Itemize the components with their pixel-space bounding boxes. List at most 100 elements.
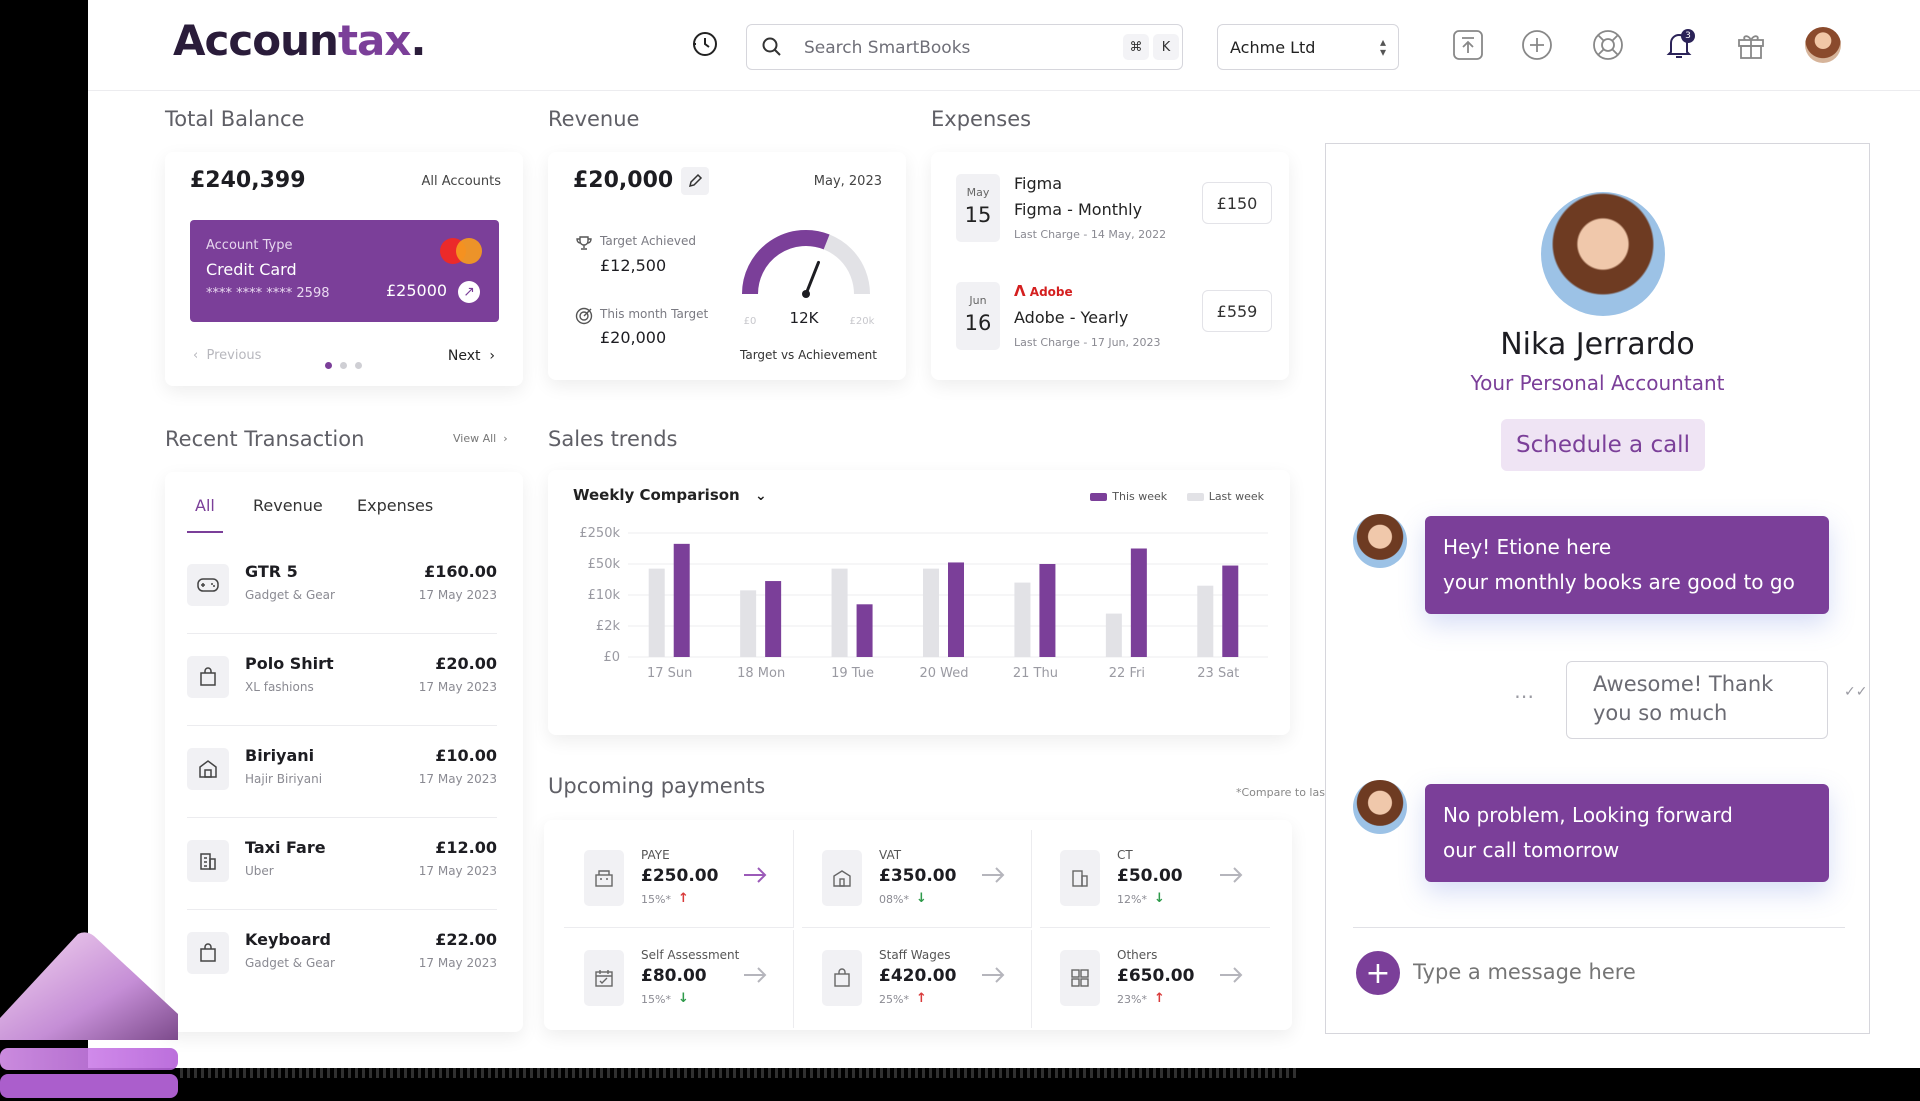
transaction-row[interactable]: Polo Shirt XL fashions £20.00 17 May 202…	[187, 634, 497, 726]
schedule-call-button[interactable]: Schedule a call	[1501, 419, 1705, 471]
gift-icon[interactable]	[1734, 28, 1768, 62]
payment-label: CT	[1117, 848, 1133, 862]
transaction-category: Uber	[245, 864, 274, 878]
arrow-right-icon[interactable]	[980, 866, 1006, 888]
transaction-date: 17 May 2023	[418, 680, 497, 694]
incoming-message: Hey! Etione here your monthly books are g…	[1425, 516, 1829, 614]
arrow-up-icon: ↑	[916, 991, 927, 1006]
y-tick-label: £50k	[588, 557, 621, 572]
transaction-date: 17 May 2023	[418, 864, 497, 878]
payment-value: £250.00	[641, 866, 719, 886]
building-icon	[1060, 850, 1100, 906]
sales-trends-title: Sales trends	[548, 427, 678, 451]
card-balance: £25000	[386, 281, 448, 300]
payment-tile[interactable]: PAYE £250.00 15%* ↑	[564, 830, 794, 928]
total-balance-amount: £240,399	[190, 168, 306, 193]
payment-tile[interactable]: Others £650.00 23%* ↑	[1040, 930, 1270, 1028]
accountant-name: Nika Jerrardo	[1500, 327, 1695, 362]
bar-this-week	[1130, 548, 1147, 657]
y-tick-label: £250k	[579, 526, 620, 541]
message-input[interactable]	[1413, 960, 1833, 984]
company-select-value: Achme Ltd	[1230, 38, 1316, 57]
payment-tile[interactable]: Self Assessment £80.00 15%* ↓	[564, 930, 794, 1028]
view-all-link[interactable]: View All ›	[453, 432, 508, 445]
arrow-right-icon[interactable]	[1218, 966, 1244, 988]
next-button[interactable]: Next ›	[447, 348, 495, 364]
transaction-name: Keyboard	[245, 930, 331, 949]
y-tick-label: £0	[603, 650, 620, 665]
weekly-comparison-dropdown[interactable]: Weekly Comparison ⌄	[573, 486, 767, 504]
history-icon[interactable]	[690, 29, 720, 59]
add-attachment-button[interactable]: +	[1356, 951, 1400, 995]
arrow-up-icon: ↑	[678, 891, 689, 906]
transaction-row[interactable]: GTR 5 Gadget & Gear £160.00 17 May 2023	[187, 542, 497, 634]
payment-change: 15%*	[641, 893, 671, 906]
arrow-right-icon[interactable]	[980, 966, 1006, 988]
arrow-right-icon[interactable]	[742, 966, 768, 988]
expense-row[interactable]: Jun 16 Λ Adobe Adobe - Yearly Last Charge…	[956, 282, 1272, 360]
expense-price[interactable]: £150	[1202, 182, 1272, 224]
payment-change: 12%*	[1117, 893, 1147, 906]
target-achieved-label: Target Achieved	[600, 234, 696, 248]
tab-all[interactable]: All	[195, 496, 215, 515]
previous-button[interactable]: ‹ Previous	[193, 348, 262, 363]
expenses-card: May 15 Figma Figma - Monthly Last Charge …	[931, 152, 1289, 380]
payment-tile[interactable]: Staff Wages £420.00 25%* ↑	[802, 930, 1032, 1028]
decorative-3d-shape	[0, 932, 178, 1098]
search-bar[interactable]: Search SmartBooks ⌘ K	[746, 24, 1183, 70]
gauge-needle	[804, 260, 820, 296]
expense-price[interactable]: £559	[1202, 290, 1272, 332]
expense-plan: Figma - Monthly	[1014, 200, 1143, 219]
payment-value: £650.00	[1117, 966, 1195, 986]
transaction-name: GTR 5	[245, 562, 298, 581]
payment-tile[interactable]: CT £50.00 12%* ↓	[1040, 830, 1270, 928]
arrow-right-icon[interactable]	[1218, 866, 1244, 888]
mastercard-logo	[440, 238, 484, 264]
upload-icon[interactable]	[1451, 28, 1485, 62]
edit-icon[interactable]	[681, 167, 709, 195]
x-tick-label: 19 Tue	[831, 666, 874, 681]
shortcut-cmd-key: ⌘	[1123, 34, 1149, 60]
month-target-label: This month Target	[600, 307, 709, 321]
user-avatar[interactable]	[1805, 27, 1841, 63]
accountant-avatar	[1541, 192, 1665, 316]
logo[interactable]: Accountax.	[173, 16, 426, 65]
more-options-icon[interactable]: ⋯	[1514, 684, 1535, 708]
legend-swatch-this-week	[1090, 493, 1108, 501]
expense-last-charge: Last Charge - 17 Jun, 2023	[1014, 336, 1161, 349]
credit-card-tile[interactable]: Account Type Credit Card **** **** **** …	[190, 220, 499, 322]
transaction-amount: £10.00	[435, 746, 497, 765]
arrow-right-icon[interactable]	[742, 866, 768, 888]
search-placeholder[interactable]: Search SmartBooks	[804, 38, 971, 58]
arrow-down-icon: ↓	[678, 991, 689, 1006]
transaction-date: 17 May 2023	[418, 772, 497, 786]
payment-tile[interactable]: VAT £350.00 08%* ↓	[802, 830, 1032, 928]
payment-value: £80.00	[641, 966, 707, 986]
account-type-value: Credit Card	[206, 260, 297, 279]
notification-badge: 3	[1681, 29, 1695, 43]
help-icon[interactable]	[1591, 28, 1625, 62]
payment-value: £420.00	[879, 966, 957, 986]
company-select[interactable]: Achme Ltd ▴ ▾	[1217, 24, 1399, 70]
x-tick-label: 21 Thu	[1013, 666, 1058, 681]
chart-legend: This week Last week	[1074, 490, 1264, 503]
revenue-card: £20,000 May, 2023 Target Achieved £12,50…	[548, 152, 906, 380]
all-accounts-link[interactable]: All Accounts	[421, 174, 501, 189]
transaction-row[interactable]: Biriyani Hajir Biriyani £10.00 17 May 20…	[187, 726, 497, 818]
accountant-chat-panel: Nika Jerrardo Your Personal Accountant S…	[1325, 143, 1870, 1034]
expense-row[interactable]: May 15 Figma Figma - Monthly Last Charge …	[956, 174, 1272, 252]
tab-expenses[interactable]: Expenses	[357, 496, 434, 515]
x-tick-label: 17 Sun	[647, 666, 692, 681]
calendar-check-icon	[584, 950, 624, 1006]
arrow-up-right-icon[interactable]: ↗	[458, 281, 480, 303]
arrow-down-icon: ↓	[916, 891, 927, 906]
active-tab-indicator	[187, 531, 223, 533]
tab-revenue[interactable]: Revenue	[253, 496, 323, 515]
carousel-dots[interactable]	[325, 354, 370, 373]
transaction-row[interactable]: Keyboard Gadget & Gear £22.00 17 May 202…	[187, 910, 497, 1002]
add-icon[interactable]	[1520, 28, 1554, 62]
transaction-category: Gadget & Gear	[245, 956, 335, 970]
y-tick-label: £10k	[588, 588, 621, 603]
transaction-row[interactable]: Taxi Fare Uber £12.00 17 May 2023	[187, 818, 497, 910]
arrow-down-icon: ↓	[1154, 891, 1165, 906]
